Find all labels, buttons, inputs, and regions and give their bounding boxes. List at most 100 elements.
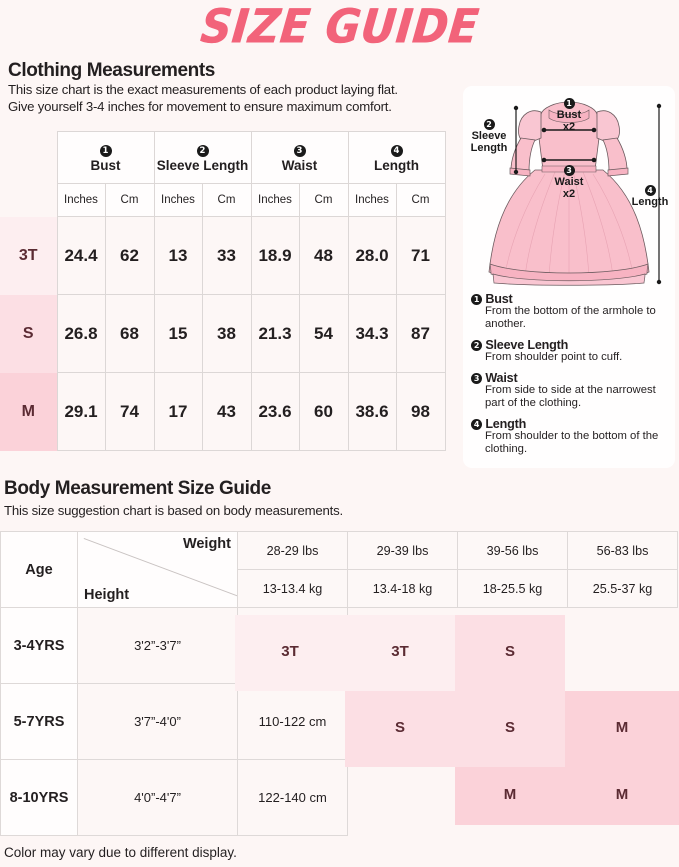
- clothing-subtitle-line1: This size chart is the exact measurement…: [8, 82, 398, 97]
- badge-4-icon-legend: 4: [471, 419, 482, 431]
- clothing-subtitle-line2: Give yourself 3-4 inches for movement to…: [8, 98, 392, 114]
- total-length-measure-line: [656, 103, 662, 285]
- sleeve-lower-right: [602, 137, 628, 173]
- legend-item-waist: 3 Waist From side to side at the narrowe…: [471, 371, 671, 410]
- unit-header-2: Inches: [153, 183, 203, 217]
- cuff-right: [607, 167, 629, 177]
- sleeve-lower-left: [510, 137, 536, 173]
- header-weight-kg-1: 13.4-18 kg: [347, 569, 458, 608]
- cell-3t-waist-in: 18.9: [250, 216, 300, 295]
- sleeve-length-measure-line: [513, 105, 519, 175]
- header-weight-kg-3: 25.5-37 kg: [567, 569, 678, 608]
- cell-s-bust-in: 26.8: [56, 294, 106, 373]
- diagram-length-label: 4 Length: [631, 184, 669, 208]
- measurement-guide-card: 1 Bust x2 3 Waist x2 2 Sleeve Length 4 L…: [463, 86, 675, 468]
- size-recommendation-label: M: [615, 786, 629, 803]
- clothing-subtitle: This size chart is the exact measurement…: [8, 82, 468, 115]
- body-size-0-2: [568, 608, 678, 684]
- legend-item-bust: 1 Bust From the bottom of the armhole to…: [471, 292, 671, 331]
- dress-diagram: 1 Bust x2 3 Waist x2 2 Sleeve Length 4 L…: [463, 86, 675, 286]
- page-title: SIZE GUIDE: [197, 0, 482, 54]
- cell-s-length-cm: 87: [395, 294, 446, 373]
- body-height-in-2: 4'0”-4'7”: [77, 759, 238, 836]
- badge-2-icon-diagram: 2: [483, 118, 495, 130]
- size-recommendation-label: S: [394, 719, 405, 736]
- cell-3t-sleeve-cm: 33: [201, 216, 252, 295]
- cell-m-waist-in: 23.6: [250, 372, 300, 451]
- cell-m-length-in: 38.6: [347, 372, 397, 451]
- group-header-length: 4 Length: [347, 131, 446, 184]
- header-age: Age: [0, 531, 78, 608]
- body-header-row-1: Age Weight Height 28-29 lbs 29-39 lbs 39…: [0, 531, 679, 608]
- hem-ruffle-1: [489, 263, 649, 282]
- body-height-in-1: 3'7”-4'0”: [77, 683, 238, 760]
- unit-header-7: Cm: [395, 183, 446, 217]
- unit-header-1: Cm: [104, 183, 155, 217]
- size-recommendation-label: 3T: [391, 643, 409, 660]
- dress-illustration-svg: [488, 101, 662, 286]
- body-size-0-3: [678, 608, 679, 684]
- legend-desc-waist: From side to side at the narrowest part …: [485, 384, 656, 409]
- table-row: 5-7YRS 3'7”-4'0” 110-122 cm: [0, 683, 679, 760]
- table-group-header-row: 1 Bust 2 Sleeve Length 3 Waist 4 Length: [0, 131, 446, 184]
- body-height-cm-2: 122-140 cm: [237, 759, 348, 836]
- badge-1-icon-diagram: 1: [563, 97, 575, 109]
- badge-2-icon-legend: 2: [471, 340, 482, 352]
- cell-m-bust-cm: 74: [104, 372, 155, 451]
- badge-3-icon-legend: 3: [471, 373, 482, 385]
- body-heading: Body Measurement Size Guide: [4, 478, 271, 499]
- cell-3t-bust-cm: 62: [104, 216, 155, 295]
- legend-title-length: Length: [485, 417, 527, 431]
- cell-3t-length-in: 28.0: [347, 216, 397, 295]
- header-weight-lbs-0: 28-29 lbs: [237, 531, 348, 570]
- header-weight-kg-0: 13-13.4 kg: [237, 569, 348, 608]
- table-corner-cell-2: [0, 184, 57, 217]
- body-height-cm-1: 110-122 cm: [237, 683, 348, 760]
- size-label-s: S: [0, 294, 57, 373]
- table-row: M 29.1 74 17 43 23.6 60 38.6 98: [0, 372, 446, 451]
- cell-3t-length-cm: 71: [395, 216, 446, 295]
- body-age-1: 5-7YRS: [0, 683, 78, 760]
- size-recommendation-label: S: [504, 643, 515, 660]
- badge-3-icon: 3: [293, 144, 306, 157]
- body-height-in-0: 3'2”-3'7”: [77, 607, 238, 684]
- body-size-2-0: [348, 760, 458, 836]
- skirt-pleats: [504, 170, 634, 278]
- group-label-bust: Bust: [90, 157, 121, 173]
- page-title-wrap: SIZE GUIDE: [0, 0, 679, 54]
- waist-measure-line: [541, 157, 597, 163]
- badge-1-icon: 1: [99, 144, 112, 157]
- badge-1-icon-legend: 1: [471, 294, 482, 306]
- cell-s-bust-cm: 68: [104, 294, 155, 373]
- group-header-bust: 1 Bust: [56, 131, 155, 184]
- bust-measure-line: [541, 127, 597, 133]
- legend-item-length: 4 Length From shoulder to the bottom of …: [471, 417, 671, 456]
- diagram-waist-label: 3 Waist x2: [554, 164, 584, 200]
- size-recommendation-label: M: [615, 719, 629, 736]
- neckline: [548, 109, 590, 123]
- group-header-sleeve-length: 2 Sleeve Length: [153, 131, 252, 184]
- table-corner-cell: [0, 132, 57, 184]
- legend-desc-sleeve-length: From shoulder point to cuff.: [485, 351, 623, 363]
- legend-title-waist: Waist: [485, 371, 518, 385]
- table-row: 8-10YRS 4'0”-4'7” 122-140 cm: [0, 759, 679, 836]
- footnote: Color may vary due to different display.: [4, 845, 237, 860]
- table-unit-header-row: Inches Cm Inches Cm Inches Cm Inches Cm: [0, 183, 446, 217]
- legend-title-sleeve-length: Sleeve Length: [485, 338, 569, 352]
- cell-m-sleeve-cm: 43: [201, 372, 252, 451]
- size-label-m: M: [0, 372, 57, 451]
- size-recommendation-label: S: [504, 719, 515, 736]
- clothing-measurements-table: 1 Bust 2 Sleeve Length 3 Waist 4 Length …: [0, 131, 446, 451]
- body-age-0: 3-4YRS: [0, 607, 78, 684]
- cuff-left: [509, 167, 531, 177]
- size-recommendation-label: M: [503, 786, 517, 803]
- cell-s-waist-in: 21.3: [250, 294, 300, 373]
- unit-header-6: Inches: [347, 183, 397, 217]
- hem-ruffle-2: [492, 273, 646, 286]
- badge-4-icon-diagram: 4: [644, 184, 656, 196]
- header-weight: Weight: [182, 536, 231, 552]
- table-row: 3T 24.4 62 13 33 18.9 48 28.0 71: [0, 216, 446, 295]
- group-label-length: Length: [374, 157, 419, 173]
- cell-m-bust-in: 29.1: [56, 372, 106, 451]
